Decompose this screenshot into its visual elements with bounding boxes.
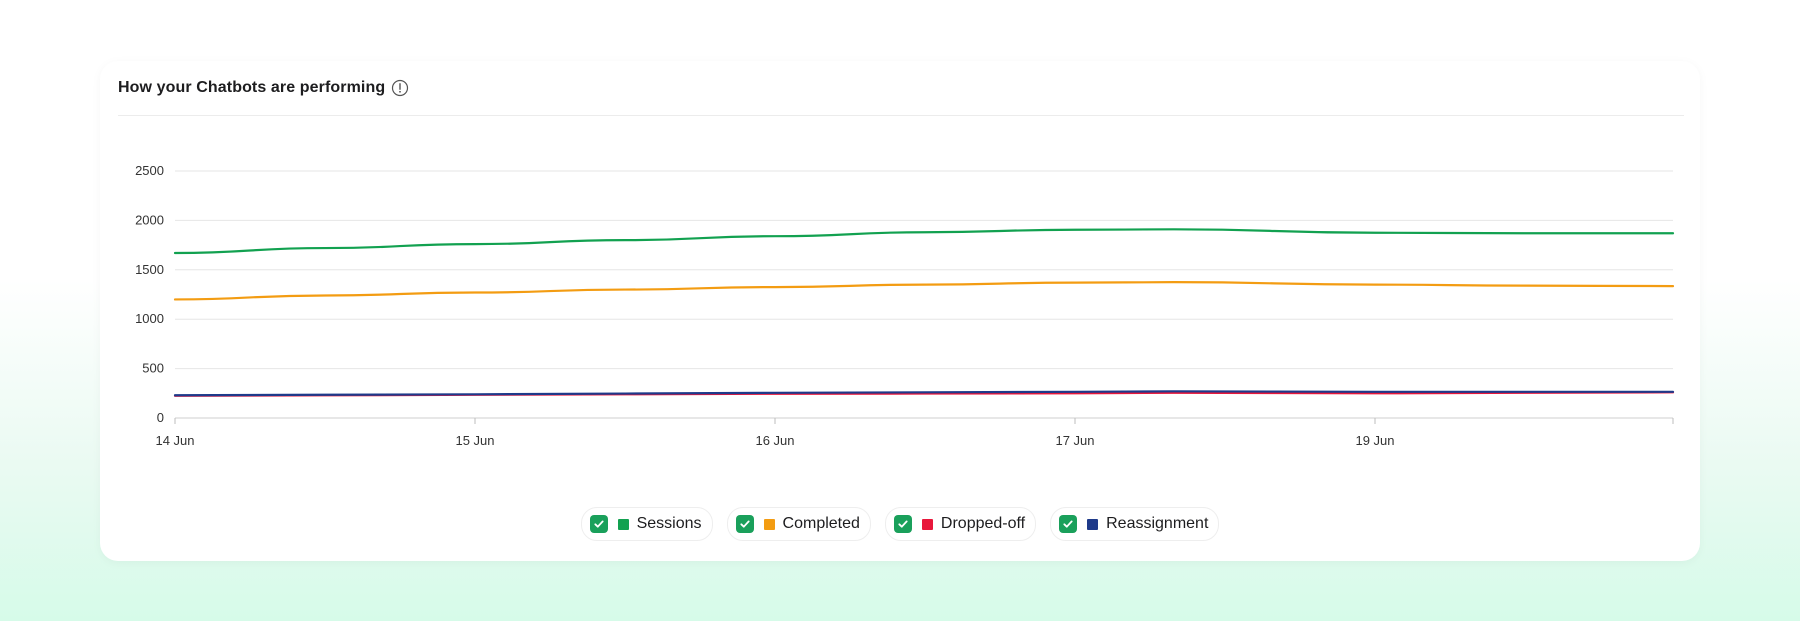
y-tick-label: 1000	[135, 311, 164, 326]
y-tick-label: 500	[142, 361, 164, 376]
legend-swatch	[763, 518, 775, 530]
line-chart: 0 500 1000 1500 2000 2500 14 Jun 15 Jun 16 Jun 17…	[135, 163, 1675, 448]
checkbox-checked-icon[interactable]	[589, 515, 608, 533]
panel-header: How your Chatbots are performing	[118, 61, 1684, 116]
legend-swatch	[617, 518, 629, 530]
legend-swatch	[921, 518, 933, 530]
y-tick-label: 0	[157, 410, 164, 425]
y-tick-label: 2500	[135, 163, 164, 178]
legend-item-reassignment[interactable]: Reassignment	[1050, 507, 1220, 541]
series-line-completed	[173, 281, 1675, 301]
legend-item-sessions[interactable]: Sessions	[580, 507, 713, 541]
x-tick-label: 15 Jun	[455, 433, 494, 448]
checkbox-checked-icon[interactable]	[735, 515, 754, 533]
series-line-reassignment	[173, 390, 1675, 397]
y-tick-label: 2000	[135, 212, 164, 227]
chart-legend: Sessions Completed Dropped-off Reassignment	[100, 507, 1700, 541]
y-tick-label: 1500	[135, 262, 164, 277]
x-tick-label: 16 Jun	[755, 433, 794, 448]
legend-label: Dropped-off	[940, 515, 1026, 532]
chart-panel: How your Chatbots are performing 0 500 100…	[100, 61, 1700, 561]
legend-label: Sessions	[636, 515, 702, 532]
panel-title: How your Chatbots are performing	[118, 79, 386, 96]
series-line-sessions	[173, 228, 1675, 255]
x-tick-label: 14 Jun	[155, 433, 194, 448]
legend-label: Reassignment	[1106, 515, 1209, 532]
legend-swatch	[1087, 518, 1099, 530]
info-circle-icon[interactable]	[391, 79, 409, 97]
x-tick-label: 17 Jun	[1055, 433, 1094, 448]
checkbox-checked-icon[interactable]	[1059, 515, 1078, 533]
legend-item-dropped-off[interactable]: Dropped-off	[884, 507, 1037, 541]
x-tick-label: 19 Jun	[1355, 433, 1394, 448]
legend-label: Completed	[782, 515, 860, 532]
legend-item-completed[interactable]: Completed	[726, 507, 871, 541]
checkbox-checked-icon[interactable]	[893, 515, 912, 533]
